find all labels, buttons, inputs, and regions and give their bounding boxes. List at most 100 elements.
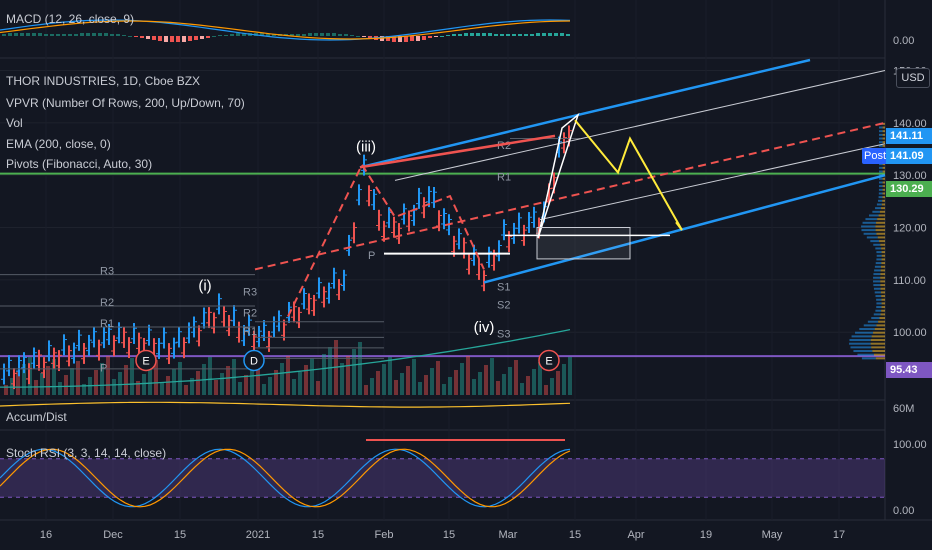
vpvr-bar-down — [881, 203, 885, 206]
vpvr-bar-down — [872, 350, 885, 353]
x-tick-label: 15 — [443, 529, 455, 541]
vpvr-bar-up — [849, 342, 871, 345]
post-market-badge: Post — [862, 148, 888, 164]
volume-bar — [400, 373, 404, 395]
vpvr-bar-down — [882, 130, 885, 133]
macd-histogram-bar — [236, 33, 240, 36]
stoch-legend[interactable]: Stoch RSI (3, 3, 14, 14, close) — [6, 446, 167, 460]
vpvr-bar-down — [870, 339, 885, 342]
macd-histogram-bar — [308, 33, 312, 36]
pivot-label: R3 — [243, 287, 257, 299]
symbol-title[interactable]: THOR INDUSTRIES, 1D, Cboe BZX — [6, 74, 201, 88]
macd-histogram-bar — [500, 34, 504, 36]
vpvr-bar-down — [878, 214, 885, 217]
macd-histogram-bar — [494, 34, 498, 36]
currency-button[interactable]: USD — [896, 68, 930, 88]
volume-bar — [226, 366, 230, 395]
volume-bar — [292, 379, 296, 395]
vpvr-bar-up — [879, 137, 883, 140]
vpvr-bar-down — [881, 302, 885, 305]
macd-histogram-bar — [128, 36, 132, 37]
price-tag-green: 130.29 — [886, 181, 932, 197]
volume-bar — [418, 382, 422, 395]
macd-histogram-bar — [218, 35, 222, 36]
volume-bar — [298, 372, 302, 395]
vpvr-bar-down — [880, 269, 885, 272]
vpvr-bar-down — [880, 273, 885, 276]
vpvr-bar-down — [881, 262, 885, 265]
volume-bar — [220, 373, 224, 395]
vpvr-bar-up — [861, 225, 876, 228]
y-tick-label: 120.00 — [893, 223, 927, 235]
vpvr-bar-up — [879, 163, 883, 166]
vpvr-bar-up — [861, 229, 876, 232]
vpvr-bar-up — [878, 196, 883, 199]
vol-legend[interactable]: Vol — [6, 116, 23, 130]
macd-legend[interactable]: MACD (12, 26, close, 9) — [6, 12, 135, 26]
vpvr-bar-up — [878, 170, 883, 173]
macd-histogram-bar — [446, 35, 450, 36]
accum-legend[interactable]: Accum/Dist — [6, 410, 67, 424]
macd-histogram-bar — [536, 33, 540, 36]
volume-bar — [376, 371, 380, 395]
volume-bar — [286, 356, 290, 395]
vpvr-legend[interactable]: VPVR (Number Of Rows, 200, Up/Down, 70) — [6, 96, 245, 110]
volume-bar — [550, 378, 554, 395]
pivots-legend[interactable]: Pivots (Fibonacci, Auto, 30) — [6, 157, 153, 171]
vpvr-bar-down — [882, 185, 885, 188]
vpvr-bar-up — [875, 207, 882, 210]
x-tick-label: 17 — [833, 529, 845, 541]
volume-bar — [526, 376, 530, 395]
volume-bar — [514, 360, 518, 395]
macd-histogram-bar — [8, 33, 12, 36]
volume-bar — [502, 374, 506, 395]
vpvr-bar-up — [878, 188, 883, 191]
pivot-label: R1 — [243, 326, 257, 338]
vpvr-bar-up — [874, 291, 881, 294]
pivot-label: R1 — [100, 318, 114, 330]
vpvr-bar-down — [879, 240, 885, 243]
volume-bar — [118, 372, 122, 395]
vpvr-bar-down — [881, 254, 885, 257]
wedge-triangle — [537, 112, 580, 239]
vpvr-bar-down — [880, 287, 885, 290]
macd-histogram-bar — [518, 34, 522, 36]
vpvr-bar-up — [878, 177, 883, 180]
vpvr-bar-up — [876, 302, 882, 305]
vpvr-bar-down — [871, 346, 885, 349]
vpvr-bar-up — [876, 254, 882, 257]
vpvr-bar-up — [855, 331, 874, 334]
volume-bar — [490, 358, 494, 395]
macd-histogram-bar — [542, 33, 546, 36]
vpvr-bar-down — [880, 280, 885, 283]
vpvr-bar-up — [874, 265, 881, 268]
macd-histogram-bar — [92, 33, 96, 36]
macd-histogram-bar — [554, 33, 558, 36]
macd-histogram-bar — [332, 33, 336, 36]
y-tick-label: 140.00 — [893, 118, 927, 130]
macd-histogram-bar — [14, 33, 18, 36]
volume-bar — [346, 356, 350, 395]
vpvr-bar-down — [882, 188, 885, 191]
macd-histogram-bar — [452, 34, 456, 36]
pivot-label: R2 — [243, 307, 257, 319]
macd-histogram-bar — [488, 33, 492, 36]
volume-bar — [262, 384, 266, 395]
macd-histogram-bar — [32, 33, 36, 36]
volume-bar — [322, 354, 326, 395]
vpvr-bar-down — [882, 126, 885, 129]
vpvr-bar-down — [879, 317, 885, 320]
volume-y-tick: 60M — [893, 403, 914, 415]
event-marker-label: E — [142, 355, 149, 367]
vpvr-bar-up — [878, 185, 883, 188]
volume-bar — [370, 378, 374, 395]
volume-bar — [532, 369, 536, 395]
ema-legend[interactable]: EMA (200, close, 0) — [6, 137, 111, 151]
y-tick-label: 110.00 — [893, 275, 926, 287]
macd-histogram-bar — [26, 33, 30, 36]
volume-bar — [106, 356, 110, 395]
macd-histogram-bar — [260, 33, 264, 36]
price-tag-high: 141.11 — [886, 128, 932, 144]
x-tick-label: 16 — [40, 529, 52, 541]
